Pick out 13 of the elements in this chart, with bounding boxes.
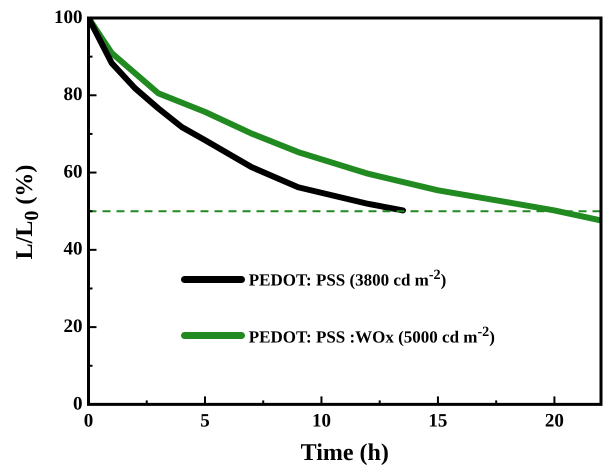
x-tick-label: 15 xyxy=(428,410,448,432)
legend-label: PEDOT: PSS :WOx (5000 cd m$^{-2}$) xyxy=(248,324,495,348)
y-tick-label: 0 xyxy=(73,393,82,414)
x-axis-title: Time (h) xyxy=(300,440,389,466)
x-tick-label: 5 xyxy=(200,410,210,432)
y-tick-label: 40 xyxy=(64,238,82,260)
x-tick-label: 20 xyxy=(544,410,564,432)
y-tick-label: 100 xyxy=(54,6,82,28)
y-tick-label: 60 xyxy=(64,161,82,182)
y-tick-label: 20 xyxy=(64,316,82,338)
y-tick-label: 80 xyxy=(64,84,82,106)
legend-label: PEDOT: PSS (3800 cd m$^{-2}$) xyxy=(248,267,446,291)
x-tick-label: 10 xyxy=(312,410,331,432)
